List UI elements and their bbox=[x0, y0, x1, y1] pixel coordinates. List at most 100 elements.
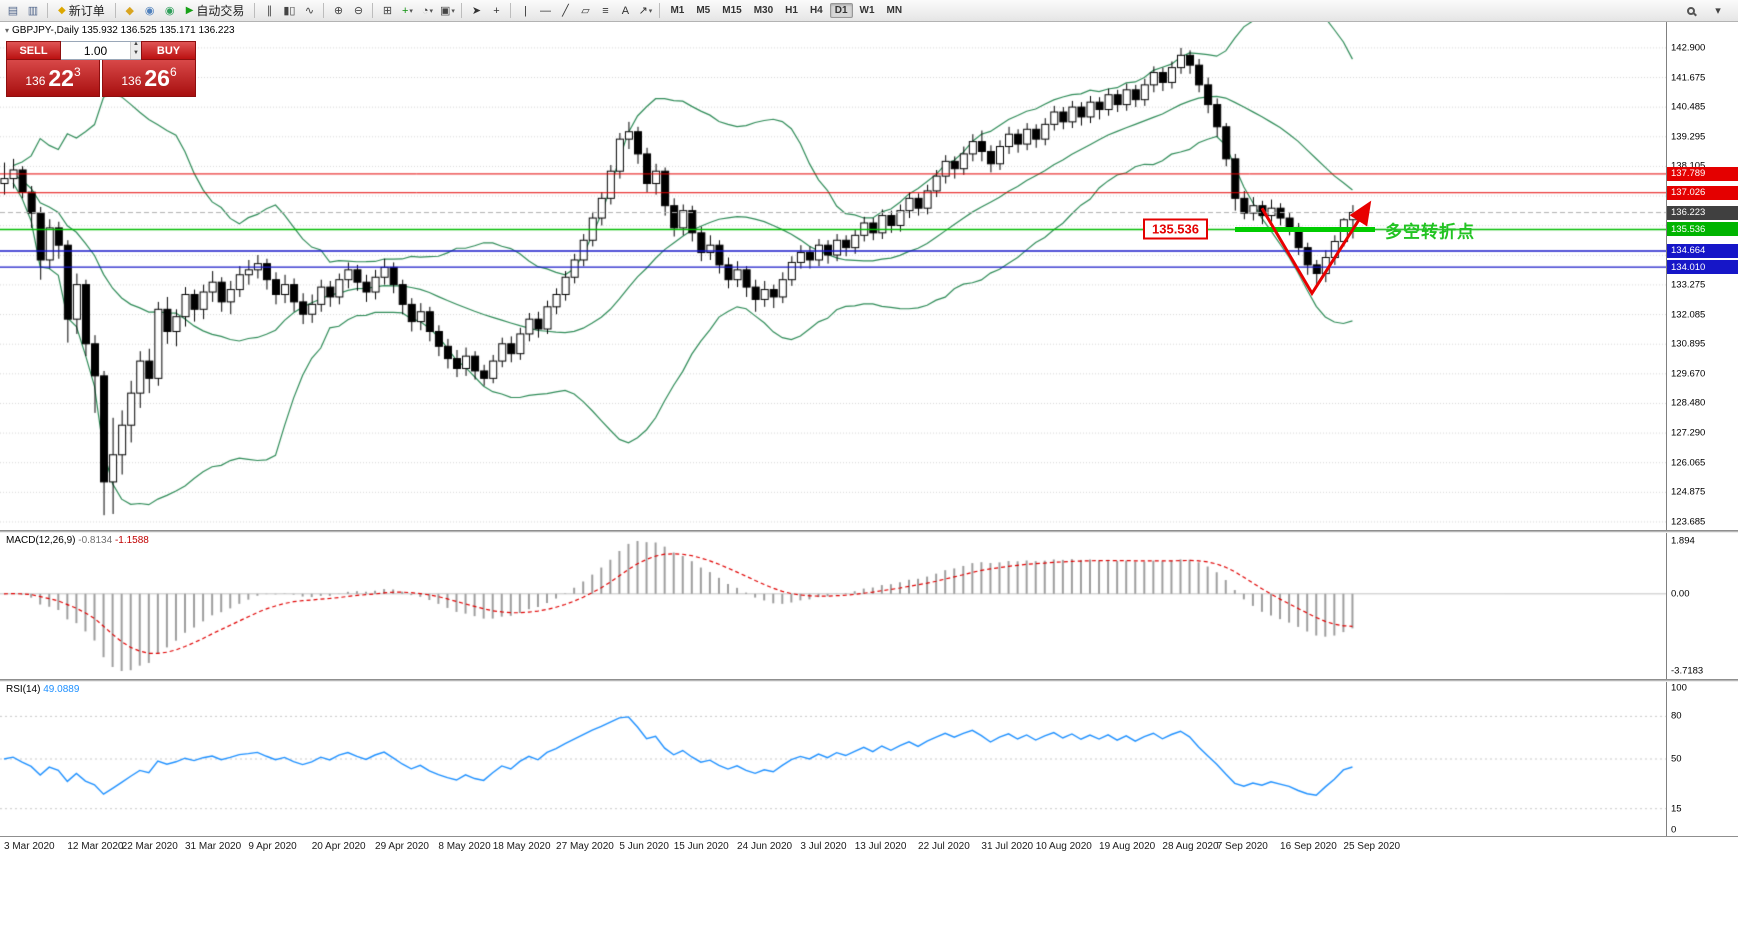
periods-icon[interactable]: ◔ ▾ bbox=[421, 4, 434, 17]
symbol-info: ▾ GBPJPY-,Daily 135.932 136.525 135.171 1… bbox=[5, 25, 235, 36]
macd-signal-value: -1.1588 bbox=[114, 535, 149, 546]
price-chart-canvas[interactable] bbox=[0, 22, 1666, 530]
timeframe-h1-button[interactable]: H1 bbox=[785, 5, 798, 16]
mql5-coins-icon[interactable]: ◆ bbox=[125, 5, 134, 17]
line-chart-icon[interactable]: ∿ bbox=[304, 5, 315, 17]
axis-tick: 80 bbox=[1671, 710, 1682, 722]
axis-tick: -3.7183 bbox=[1671, 665, 1704, 677]
sell-price-button[interactable]: 136 22 3 bbox=[6, 60, 100, 97]
macd-name: MACD(12,26,9) bbox=[6, 535, 76, 546]
date-label: 8 May 2020 bbox=[438, 841, 491, 852]
date-label: 12 Mar 2020 bbox=[67, 841, 124, 852]
toolbar-separator bbox=[323, 3, 325, 18]
price-tag-134.664: 134.664 bbox=[1667, 243, 1738, 258]
dropdown-caret-icon[interactable]: ▾ bbox=[451, 7, 455, 15]
timeframe-d1-button[interactable]: D1 bbox=[829, 3, 853, 18]
arrows-icon[interactable]: ↗ ▾ bbox=[638, 5, 653, 17]
axis-tick: 128.480 bbox=[1671, 397, 1706, 409]
timeframe-mn-button[interactable]: MN bbox=[886, 5, 903, 16]
candlestick-chart-icon[interactable]: ▮▯ bbox=[283, 5, 296, 17]
toolbar-separator bbox=[254, 3, 256, 18]
symbol-ohlc-text: GBPJPY-,Daily 135.932 136.525 135.171 13… bbox=[12, 25, 235, 36]
trend-arrow-annotation[interactable] bbox=[0, 22, 1666, 530]
axis-tick: 138.105 bbox=[1671, 161, 1705, 172]
dropdown-caret-icon[interactable]: ▾ bbox=[429, 7, 434, 15]
cursor-icon[interactable]: ➤ bbox=[471, 5, 482, 17]
dropdown-caret-icon[interactable]: ▾ bbox=[648, 7, 653, 15]
axis-tick: 133.275 bbox=[1671, 279, 1706, 291]
crosshair-icon[interactable]: + bbox=[493, 4, 500, 17]
panel-divider[interactable] bbox=[0, 679, 1738, 682]
timeframe-m15-button[interactable]: M15 bbox=[722, 5, 742, 16]
price-tag-136.223: 136.223 bbox=[1667, 205, 1738, 220]
date-label: 20 Apr 2020 bbox=[311, 841, 366, 852]
search-icon[interactable] bbox=[1682, 2, 1700, 19]
support-line-annotation[interactable] bbox=[1235, 226, 1375, 232]
timeframe-h4-button[interactable]: H4 bbox=[809, 5, 823, 16]
templates-icon[interactable]: ▣ ▾ bbox=[439, 5, 455, 17]
price-tag-137.026: 137.026 bbox=[1667, 185, 1738, 200]
vertical-line-icon[interactable]: | bbox=[524, 4, 527, 17]
date-label: 10 Aug 2020 bbox=[1035, 841, 1092, 852]
price-tag-137.789: 137.789 bbox=[1667, 166, 1738, 181]
macd-panel[interactable]: MACD(12,26,9) -0.8134 -1.1588 1.894 0.00 -… bbox=[0, 533, 1738, 679]
date-label: 3 Jul 2020 bbox=[800, 841, 847, 852]
zoom-out-icon[interactable]: ⊖ bbox=[353, 5, 364, 17]
fibonacci-icon[interactable]: ≡ bbox=[602, 4, 609, 17]
trendline-icon[interactable]: ╱ bbox=[562, 5, 569, 17]
horizontal-line-icon[interactable]: — bbox=[539, 4, 551, 17]
axis-tick: 126.065 bbox=[1671, 457, 1706, 469]
dropdown-caret-icon[interactable]: ▾ bbox=[409, 7, 413, 15]
rsi-canvas[interactable] bbox=[0, 682, 1666, 836]
sell-button[interactable]: SELL bbox=[6, 41, 61, 60]
profiles-icon[interactable]: ▥ bbox=[27, 5, 39, 17]
autotrade-button-label: 自动交易 bbox=[196, 4, 245, 18]
market-icon[interactable]: ◉ bbox=[164, 5, 175, 17]
lot-size-input[interactable] bbox=[61, 42, 130, 59]
macd-canvas[interactable] bbox=[0, 533, 1666, 679]
zoom-in-icon[interactable]: ⊕ bbox=[333, 5, 344, 17]
indicators-icon[interactable]: + ▾ bbox=[401, 4, 413, 17]
axis-tick: 50 bbox=[1671, 753, 1682, 765]
rsi-name: RSI(14) bbox=[6, 684, 41, 695]
sell-price-prefix: 136 bbox=[25, 74, 46, 88]
macd-axis: 1.894 0.00 -3.7183 bbox=[1666, 533, 1738, 679]
axis-tick: 124.875 bbox=[1671, 486, 1706, 498]
toolbar-separator bbox=[461, 3, 463, 18]
channel-icon[interactable]: ▱ bbox=[581, 5, 590, 17]
timeframe-w1-button[interactable]: W1 bbox=[859, 5, 875, 16]
text-icon[interactable]: A bbox=[621, 4, 630, 17]
axis-tick: 1.894 bbox=[1671, 535, 1695, 547]
panel-divider[interactable] bbox=[0, 530, 1738, 533]
price-level-flag[interactable]: 135.536 bbox=[1143, 218, 1208, 240]
buy-price-button[interactable]: 136 26 6 bbox=[102, 60, 196, 97]
one-click-top-row: SELL ▲ ▼ BUY bbox=[6, 41, 196, 60]
axis-tick: 15 bbox=[1671, 803, 1682, 815]
lot-increase-button[interactable]: ▲ bbox=[131, 41, 141, 51]
autotrade-button[interactable]: ▶ 自动交易 bbox=[181, 2, 250, 19]
new-order-button[interactable]: ◆ 新订单 bbox=[53, 2, 110, 19]
price-axis[interactable]: 142.900 141.675 140.485 139.295 138.105 133.2… bbox=[1666, 22, 1738, 530]
price-tag-135.536: 135.536 bbox=[1667, 222, 1738, 237]
rsi-panel[interactable]: RSI(14) 49.0889 100 80 50 15 0 bbox=[0, 682, 1738, 836]
one-click-collapse-icon[interactable]: ▾ bbox=[5, 26, 10, 35]
buy-button[interactable]: BUY bbox=[141, 41, 196, 60]
time-axis[interactable]: 3 Mar 2020 12 Mar 2020 22 Mar 2020 31 Mar 2… bbox=[0, 836, 1738, 858]
tile-windows-icon[interactable]: ⊞ bbox=[382, 5, 393, 17]
axis-tick: 132.085 bbox=[1671, 309, 1706, 321]
date-label: 29 Apr 2020 bbox=[375, 841, 429, 852]
turning-point-note[interactable]: 多空转折点 bbox=[1385, 222, 1475, 242]
lot-decrease-button[interactable]: ▼ bbox=[131, 50, 141, 59]
timeframe-m1-button[interactable]: M1 bbox=[670, 5, 685, 16]
toolbar-overflow-icon[interactable]: ▾ bbox=[1715, 5, 1721, 17]
bar-chart-icon[interactable]: ∥ bbox=[266, 5, 273, 17]
new-chart-icon[interactable]: ▤ bbox=[7, 5, 19, 17]
main-chart-panel[interactable]: 135.536 多空转折点 ▾ GBPJPY-,Daily 135.932 136… bbox=[0, 22, 1738, 530]
timeframe-m5-button[interactable]: M5 bbox=[696, 5, 711, 16]
toolbar: ▤ ▥ ◆ 新订单 ◆ ◉ ◉ ▶ 自动交易 ∥ ▮▯ ∿ ⊕ ⊖ ⊞ + ▾ ◔ ▾ ▣ ▾ ➤ + | — ╱ ▱ ≡ A ↗ ▾ M1 M… bbox=[0, 0, 1738, 22]
community-icon[interactable]: ◉ bbox=[144, 5, 155, 17]
date-label: 24 Jun 2020 bbox=[737, 841, 793, 852]
date-label: 22 Mar 2020 bbox=[121, 841, 178, 852]
timeframe-m30-button[interactable]: M30 bbox=[753, 5, 774, 16]
